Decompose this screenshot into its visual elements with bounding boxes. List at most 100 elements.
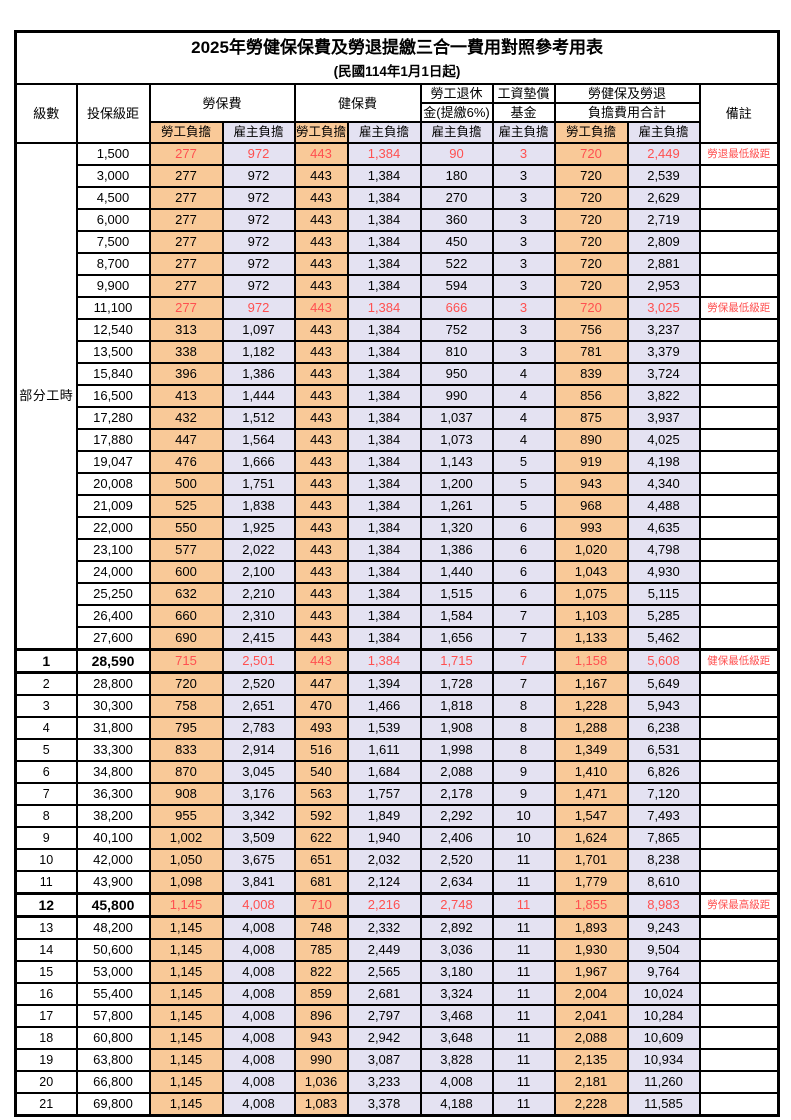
cell-hi-employee: 540: [293, 760, 349, 784]
cell-bracket: 36,300: [75, 782, 151, 806]
cell-li-employer: 972: [221, 274, 296, 298]
cell-bracket: 17,280: [75, 406, 151, 430]
cell-pension-employer: 752: [419, 318, 494, 342]
col-header-pension-line1: 勞工退休: [419, 83, 494, 104]
cell-hi-employer: 2,032: [346, 848, 422, 872]
cell-total-employer: 5,462: [626, 626, 701, 651]
cell-pension-employer: 3,648: [419, 1026, 494, 1050]
cell-total-employee: 720: [553, 208, 629, 232]
cell-fund-employer: 6: [491, 560, 556, 584]
cell-li-employee: 277: [148, 230, 224, 254]
cell-total-employee: 720: [553, 252, 629, 276]
cell-remark: [698, 982, 780, 1006]
col-header-level: 級數: [14, 83, 78, 144]
cell-fund-employer: 7: [491, 648, 556, 674]
cell-pension-employer: 810: [419, 340, 494, 364]
cell-li-employee: 550: [148, 516, 224, 540]
cell-pension-employer: 270: [419, 186, 494, 210]
cell-hi-employee: 710: [293, 892, 349, 918]
cell-li-employer: 4,008: [221, 1070, 296, 1094]
cell-li-employer: 4,008: [221, 938, 296, 962]
cell-remark: [698, 848, 780, 872]
table-row: 22,000 550 1,925 443 1,384 1,320 6 993 4,635: [16, 516, 780, 540]
cell-bracket: 12,540: [75, 318, 151, 342]
cell-pension-employer: 950: [419, 362, 494, 386]
cell-total-employer: 5,943: [626, 694, 701, 718]
cell-hi-employee: 443: [293, 582, 349, 606]
cell-bracket: 55,400: [75, 982, 151, 1006]
cell-total-employee: 720: [553, 186, 629, 210]
cell-li-employer: 972: [221, 186, 296, 210]
cell-hi-employer: 1,384: [346, 318, 422, 342]
cell-total-employer: 2,953: [626, 274, 701, 298]
subheader-li-employee: 勞工負擔: [148, 121, 224, 144]
cell-total-employer: 4,340: [626, 472, 701, 496]
cell-fund-employer: 7: [491, 604, 556, 628]
cell-li-employer: 4,008: [221, 915, 296, 940]
cell-fund-employer: 4: [491, 362, 556, 386]
table-row: 6,000 277 972 443 1,384 360 3 720 2,719: [16, 208, 780, 232]
cell-hi-employer: 1,940: [346, 826, 422, 850]
cell-level: 10: [14, 848, 78, 872]
cell-hi-employer: 2,124: [346, 870, 422, 895]
cell-li-employer: 2,501: [221, 648, 296, 674]
cell-level: 14: [14, 938, 78, 962]
cell-total-employee: 1,103: [553, 604, 629, 628]
cell-li-employee: 1,145: [148, 982, 224, 1006]
cell-hi-employer: 2,942: [346, 1026, 422, 1050]
cell-pension-employer: 180: [419, 164, 494, 188]
cell-pension-employer: 1,440: [419, 560, 494, 584]
cell-pension-employer: 1,200: [419, 472, 494, 496]
cell-bracket: 28,590: [75, 648, 151, 674]
cell-bracket: 48,200: [75, 915, 151, 940]
cell-total-employee: 1,075: [553, 582, 629, 606]
cell-total-employee: 1,349: [553, 738, 629, 762]
cell-li-employee: 955: [148, 804, 224, 828]
cell-li-employer: 3,342: [221, 804, 296, 828]
cell-total-employee: 1,893: [553, 915, 629, 940]
cell-hi-employee: 443: [293, 472, 349, 496]
cell-li-employee: 432: [148, 406, 224, 430]
cell-total-employer: 2,881: [626, 252, 701, 276]
cell-hi-employer: 1,384: [346, 142, 422, 166]
cell-bracket: 1,500: [75, 142, 151, 166]
cell-remark: [698, 604, 780, 628]
cell-total-employee: 2,041: [553, 1004, 629, 1028]
table-row: 26,400 660 2,310 443 1,384 1,584 7 1,103 5,285: [16, 604, 780, 628]
cell-level: 1: [14, 648, 78, 674]
cell-li-employee: 908: [148, 782, 224, 806]
cell-hi-employer: 1,384: [346, 274, 422, 298]
cell-remark: [698, 716, 780, 740]
cell-li-employee: 413: [148, 384, 224, 408]
cell-total-employee: 968: [553, 494, 629, 518]
cell-total-employer: 7,120: [626, 782, 701, 806]
cell-total-employee: 1,228: [553, 694, 629, 718]
cell-hi-employer: 2,216: [346, 892, 422, 918]
cell-li-employee: 577: [148, 538, 224, 562]
cell-fund-employer: 3: [491, 186, 556, 210]
cell-total-employee: 856: [553, 384, 629, 408]
cell-total-employer: 3,237: [626, 318, 701, 342]
cell-pension-employer: 1,073: [419, 428, 494, 452]
cell-hi-employer: 1,384: [346, 362, 422, 386]
cell-level: 5: [14, 738, 78, 762]
cell-hi-employer: 3,378: [346, 1092, 422, 1117]
cell-hi-employee: 443: [293, 648, 349, 674]
cell-total-employer: 2,809: [626, 230, 701, 254]
cell-bracket: 7,500: [75, 230, 151, 254]
cell-pension-employer: 2,406: [419, 826, 494, 850]
cell-hi-employee: 681: [293, 870, 349, 895]
cell-hi-employee: 592: [293, 804, 349, 828]
cell-li-employer: 2,210: [221, 582, 296, 606]
cell-hi-employee: 443: [293, 604, 349, 628]
cell-hi-employee: 443: [293, 208, 349, 232]
cell-hi-employer: 1,611: [346, 738, 422, 762]
cell-bracket: 50,600: [75, 938, 151, 962]
cell-total-employee: 1,167: [553, 671, 629, 696]
cell-bracket: 6,000: [75, 208, 151, 232]
subheader-total-employee: 勞工負擔: [553, 121, 629, 144]
cell-pension-employer: 1,515: [419, 582, 494, 606]
cell-hi-employee: 470: [293, 694, 349, 718]
cell-level: 18: [14, 1026, 78, 1050]
cell-total-employer: 3,937: [626, 406, 701, 430]
